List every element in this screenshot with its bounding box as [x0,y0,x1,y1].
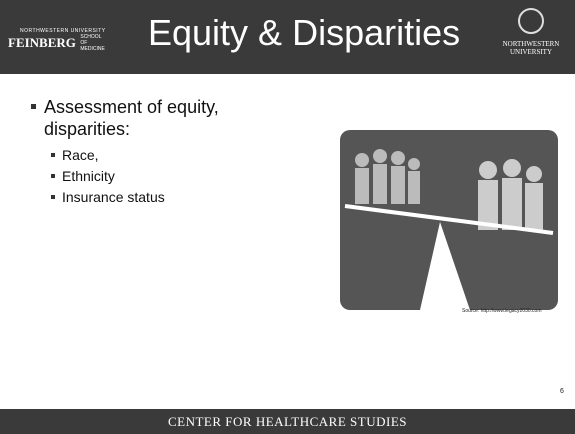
sub-bullet: Ethnicity [62,166,165,187]
right-logo: NORTHWESTERN UNIVERSITY [494,8,568,56]
logo-name: FEINBERG [8,35,76,50]
figures-right [478,159,543,230]
image-source: Source: http://www.legacy2030.com [462,308,542,314]
sub-bullets: Race, Ethnicity Insurance status [62,145,165,208]
left-logo: NORTHWESTERN UNIVERSITY FEINBERG SCHOOL … [8,28,106,52]
bullet: Assessment of equity, disparities: [44,96,294,140]
slide-number: 6 [560,388,564,395]
logo-text: NORTHWESTERN UNIVERSITY [494,40,568,56]
logo-school: SCHOOL OF MEDICINE [80,34,102,52]
sub-bullet: Insurance status [62,187,165,208]
slide-title: Equity & Disparities [148,12,460,54]
footer: CENTER FOR HEALTHCARE STUDIES [0,409,575,434]
illustration [340,130,558,320]
seal [518,8,544,34]
header: NORTHWESTERN UNIVERSITY FEINBERG SCHOOL … [0,0,575,74]
slide: NORTHWESTERN UNIVERSITY FEINBERG SCHOOL … [0,0,575,434]
sub-bullet: Race, [62,145,165,166]
